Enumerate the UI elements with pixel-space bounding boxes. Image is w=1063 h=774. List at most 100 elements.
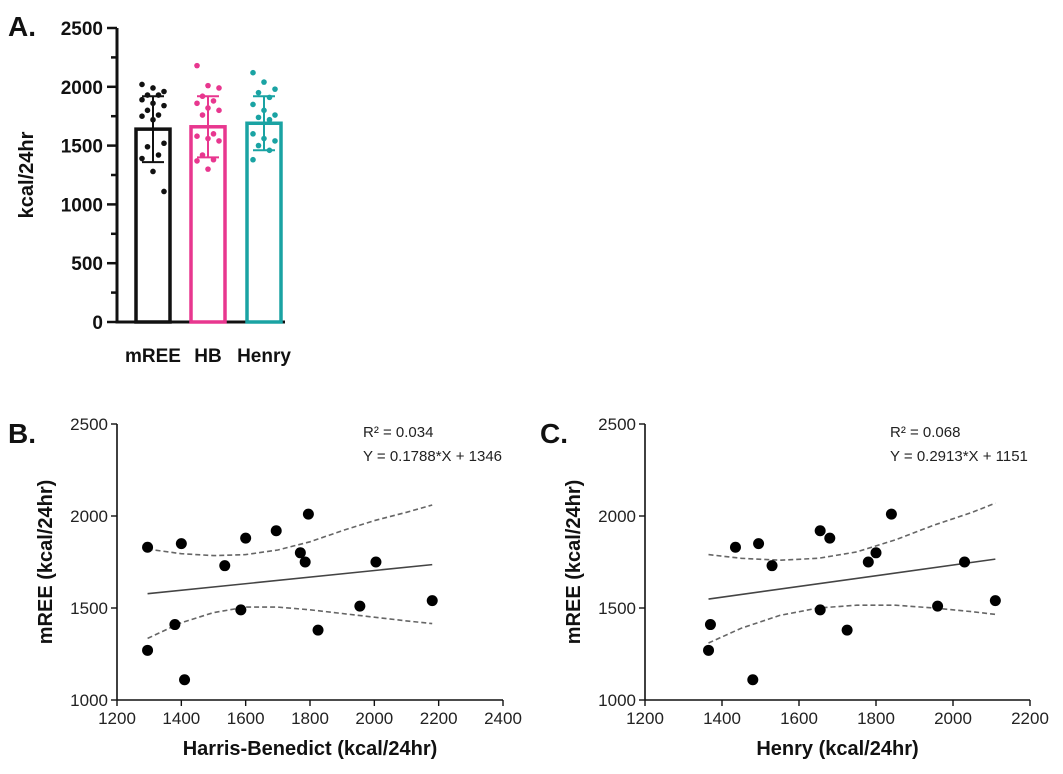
panel-b: B. 1000 1500 2000 2500 1200 1400 1600 1800 2000 22… <box>8 415 522 760</box>
bar-point-henry <box>255 114 262 121</box>
bar-point-mree <box>139 113 145 119</box>
data-point <box>354 600 366 612</box>
data-point <box>824 532 836 544</box>
bar-point-mree <box>139 96 145 103</box>
bar-point-henry <box>272 138 278 144</box>
bar-point-mree <box>150 116 156 123</box>
bar-point-hb <box>194 133 200 139</box>
bar-point-henry <box>250 156 256 163</box>
data-point <box>753 538 765 550</box>
y-tick-label: 2000 <box>70 507 108 526</box>
bar-point-mree <box>161 140 167 147</box>
annotation-equation: Y = 0.2913*X + 1151 <box>890 448 1028 465</box>
data-point <box>240 532 252 544</box>
y-tick-label: 1000 <box>598 691 636 710</box>
y-tick-label-a: 500 <box>71 254 103 275</box>
data-point <box>989 595 1001 607</box>
bar-point-henry <box>250 101 256 108</box>
x-tick-label: 2200 <box>1011 709 1049 728</box>
ci-lower-curve <box>147 606 433 640</box>
bar-henry <box>245 121 283 324</box>
y-axis-title: mREE (kcal/24hr) <box>563 480 585 645</box>
y-axis-title-a: kcal/24hr <box>16 131 38 218</box>
bar-point-hb <box>205 82 211 89</box>
bar-point-mree <box>155 152 162 158</box>
bar-point-hb <box>199 152 206 158</box>
data-point <box>703 644 715 656</box>
data-point <box>747 674 759 686</box>
bar-point-hb <box>210 156 217 163</box>
regression-line <box>147 563 433 595</box>
bar-point-henry <box>255 89 262 96</box>
regression-line <box>708 558 996 600</box>
data-point <box>175 538 187 550</box>
bar-point-mree <box>139 155 145 162</box>
bar-point-mree <box>155 92 162 98</box>
bar-point-henry <box>272 86 278 92</box>
data-point <box>814 525 826 537</box>
x-tick-label: 2000 <box>355 709 393 728</box>
bar-point-hb <box>210 98 217 104</box>
x-tick-label: 2000 <box>934 709 972 728</box>
y-tick-label: 2500 <box>598 415 636 434</box>
x-tick-label: 1400 <box>703 709 741 728</box>
category-label-hb: HB <box>194 346 221 367</box>
bar-point-mree <box>150 100 156 107</box>
data-point <box>814 604 826 616</box>
x-tick-label: 1200 <box>626 709 664 728</box>
bar-point-hb <box>210 131 217 137</box>
x-tick-label: 2200 <box>420 709 458 728</box>
x-tick-label: 1600 <box>780 709 818 728</box>
x-tick-label: 1400 <box>162 709 200 728</box>
y-tick-label-a: 2500 <box>61 19 103 40</box>
bar-point-henry <box>261 107 267 114</box>
bar-point-henry <box>272 112 278 118</box>
bar-point-mree <box>155 112 162 118</box>
x-axis-title: Harris-Benedict (kcal/24hr) <box>183 738 438 760</box>
data-point <box>841 624 853 636</box>
y-tick-label: 2000 <box>598 507 636 526</box>
bar-point-hb <box>199 112 206 118</box>
bar-point-henry <box>250 131 256 137</box>
x-tick-label: 1800 <box>857 709 895 728</box>
ci-upper-curve <box>708 502 996 562</box>
y-tick-label-a: 0 <box>92 313 103 334</box>
data-point <box>179 674 191 686</box>
x-tick-label: 1800 <box>291 709 329 728</box>
data-point <box>219 560 231 572</box>
data-point <box>959 556 971 568</box>
bar-point-hb <box>199 93 206 100</box>
x-tick-label: 1600 <box>227 709 265 728</box>
y-tick-label-a: 1000 <box>61 195 103 216</box>
x-axis-title: Henry (kcal/24hr) <box>756 738 918 760</box>
y-tick-label-a: 2000 <box>61 78 103 99</box>
y-axis-title: mREE (kcal/24hr) <box>35 480 57 645</box>
bar-point-mree <box>144 107 151 114</box>
data-point <box>142 541 154 553</box>
bar-point-hb <box>194 100 200 107</box>
data-point <box>299 556 311 568</box>
y-tick-label-a: 1500 <box>61 137 103 158</box>
ci-lower-curve <box>708 604 996 644</box>
y-tick-label: 1500 <box>70 599 108 618</box>
data-point <box>302 508 314 520</box>
data-point <box>862 556 874 568</box>
bar-point-hb <box>194 158 200 164</box>
x-tick-label: 1200 <box>98 709 136 728</box>
data-point <box>932 600 944 612</box>
data-point <box>729 541 741 553</box>
bar-point-mree <box>161 88 167 95</box>
data-point <box>312 624 324 636</box>
bar-point-henry <box>250 69 256 76</box>
data-point <box>370 556 382 568</box>
annotation-r2: R² = 0.034 <box>363 424 433 441</box>
panel-a: A. 0 500 1000 1500 2000 2500 kcal/24hr mREE HB Hen… <box>8 11 291 367</box>
data-point <box>704 619 716 631</box>
bar-point-henry <box>261 79 267 85</box>
y-tick-label: 1000 <box>70 691 108 710</box>
category-label-mree: mREE <box>125 346 181 367</box>
bar-point-mree <box>150 85 156 91</box>
data-point <box>235 604 247 616</box>
bar-point-mree <box>144 143 151 150</box>
